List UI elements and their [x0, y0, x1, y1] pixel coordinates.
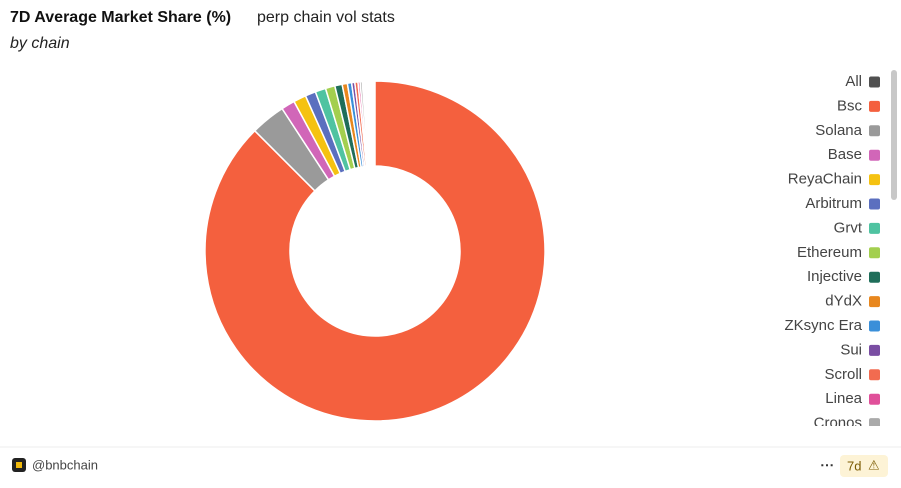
query-name: perp chain vol stats: [257, 9, 395, 26]
author: @bnbchain: [32, 457, 98, 472]
legend-label: Solana: [815, 122, 862, 139]
legend-label: Base: [828, 146, 862, 163]
legend-label: Grvt: [834, 219, 863, 236]
avatar-logo: [16, 462, 22, 468]
legend-swatch: [869, 76, 880, 88]
legend-swatch: [869, 320, 880, 332]
chart-title: 7D Average Market Share (%): [10, 9, 231, 26]
slice: [359, 80, 370, 168]
donut: [204, 80, 546, 422]
legend-swatch: [869, 125, 880, 137]
legend-label: Ethereum: [797, 244, 862, 261]
legend-swatch: [869, 222, 880, 234]
legend-swatch: [869, 296, 880, 308]
period: 7d: [847, 458, 861, 473]
legend-swatch: [869, 247, 880, 259]
legend-swatch: [869, 418, 880, 426]
legend-swatch: [869, 100, 880, 112]
legend-label: Injective: [807, 268, 862, 285]
scrollbar: [891, 70, 897, 200]
legend-label: dYdX: [825, 293, 862, 310]
warning-icon: ⚠: [868, 457, 880, 472]
legend-swatch: [869, 271, 880, 283]
chart-subtitle: by chain: [10, 35, 70, 52]
slice: [204, 80, 546, 422]
legend-label: Cronos: [814, 415, 862, 432]
legend-swatch: [869, 369, 880, 381]
legend-label: Arbitrum: [805, 195, 862, 212]
legend-label: All: [845, 73, 862, 90]
legend-swatch: [869, 344, 880, 356]
period-badge[interactable]: [840, 455, 888, 477]
menu-button[interactable]: ⋯: [820, 457, 834, 473]
legend-swatch: [869, 198, 880, 210]
legend-label: Scroll: [824, 366, 862, 383]
legend-swatch: [869, 393, 880, 405]
legend: All Bsc Solana Base ReyaChain Arbitrum Grvt Eth…: [784, 73, 880, 432]
legend-swatch: [869, 174, 880, 186]
legend-label: Linea: [825, 390, 862, 407]
legend-label: ReyaChain: [788, 171, 862, 188]
legend-label: ZKsync Era: [784, 317, 862, 334]
legend-label: Bsc: [837, 97, 863, 114]
legend-label: Sui: [840, 341, 862, 358]
legend-swatch: [869, 149, 880, 161]
